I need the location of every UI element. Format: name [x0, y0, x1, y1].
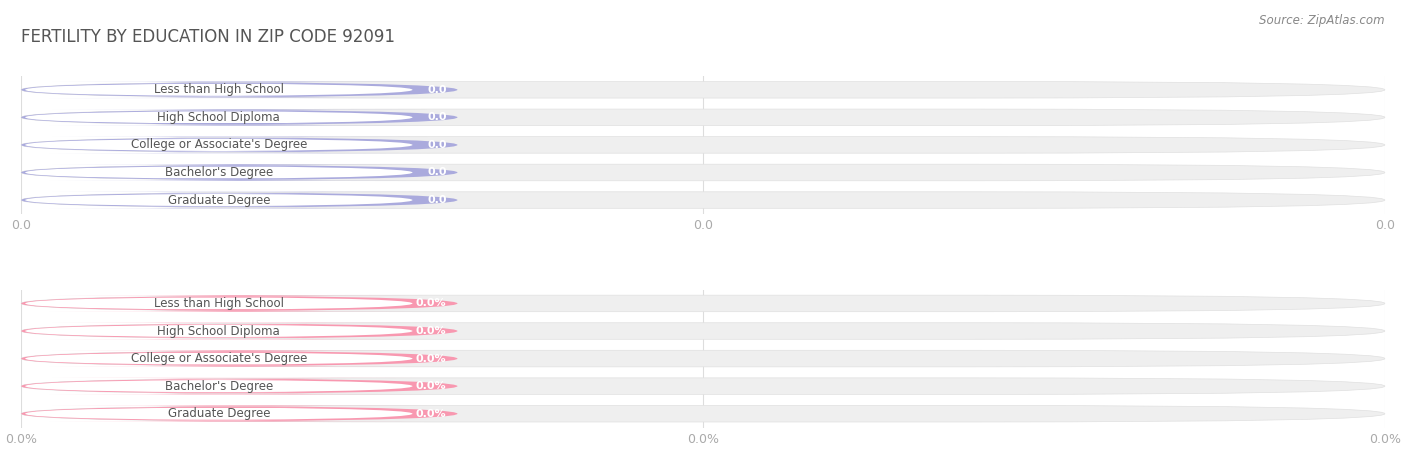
FancyBboxPatch shape — [21, 323, 1385, 339]
FancyBboxPatch shape — [21, 378, 457, 394]
FancyBboxPatch shape — [25, 138, 412, 152]
Text: Graduate Degree: Graduate Degree — [167, 407, 270, 420]
Text: 0.0: 0.0 — [427, 168, 447, 178]
Text: 0.0%: 0.0% — [416, 381, 447, 391]
FancyBboxPatch shape — [21, 82, 1385, 98]
FancyBboxPatch shape — [21, 137, 457, 153]
Text: FERTILITY BY EDUCATION IN ZIP CODE 92091: FERTILITY BY EDUCATION IN ZIP CODE 92091 — [21, 28, 395, 47]
Text: 0.0%: 0.0% — [416, 326, 447, 336]
FancyBboxPatch shape — [21, 323, 457, 339]
Text: College or Associate's Degree: College or Associate's Degree — [131, 352, 307, 365]
Text: 0.0: 0.0 — [427, 85, 447, 95]
FancyBboxPatch shape — [25, 83, 412, 96]
Text: 0.0%: 0.0% — [416, 408, 447, 419]
Text: High School Diploma: High School Diploma — [157, 111, 280, 124]
FancyBboxPatch shape — [21, 295, 457, 312]
FancyBboxPatch shape — [21, 406, 457, 422]
FancyBboxPatch shape — [21, 164, 457, 181]
Text: 0.0: 0.0 — [427, 195, 447, 205]
FancyBboxPatch shape — [25, 352, 412, 365]
Text: Bachelor's Degree: Bachelor's Degree — [165, 380, 273, 393]
Text: 0.0: 0.0 — [427, 113, 447, 123]
Text: Source: ZipAtlas.com: Source: ZipAtlas.com — [1260, 14, 1385, 27]
FancyBboxPatch shape — [21, 164, 1385, 181]
Text: Less than High School: Less than High School — [153, 297, 284, 310]
FancyBboxPatch shape — [25, 166, 412, 179]
Text: High School Diploma: High School Diploma — [157, 324, 280, 338]
FancyBboxPatch shape — [21, 109, 457, 125]
FancyBboxPatch shape — [21, 295, 1385, 312]
Text: College or Associate's Degree: College or Associate's Degree — [131, 138, 307, 152]
FancyBboxPatch shape — [21, 82, 457, 98]
FancyBboxPatch shape — [21, 406, 1385, 422]
Text: 0.0: 0.0 — [427, 140, 447, 150]
FancyBboxPatch shape — [25, 380, 412, 393]
FancyBboxPatch shape — [21, 109, 1385, 125]
FancyBboxPatch shape — [21, 350, 457, 367]
FancyBboxPatch shape — [21, 192, 1385, 209]
Text: 0.0%: 0.0% — [416, 353, 447, 363]
Text: Bachelor's Degree: Bachelor's Degree — [165, 166, 273, 179]
Text: 0.0%: 0.0% — [416, 298, 447, 308]
FancyBboxPatch shape — [21, 350, 1385, 367]
FancyBboxPatch shape — [21, 378, 1385, 394]
Text: Graduate Degree: Graduate Degree — [167, 193, 270, 207]
FancyBboxPatch shape — [25, 407, 412, 420]
FancyBboxPatch shape — [25, 111, 412, 124]
FancyBboxPatch shape — [25, 297, 412, 310]
FancyBboxPatch shape — [21, 192, 457, 209]
FancyBboxPatch shape — [25, 193, 412, 207]
FancyBboxPatch shape — [25, 324, 412, 338]
FancyBboxPatch shape — [21, 137, 1385, 153]
Text: Less than High School: Less than High School — [153, 83, 284, 96]
